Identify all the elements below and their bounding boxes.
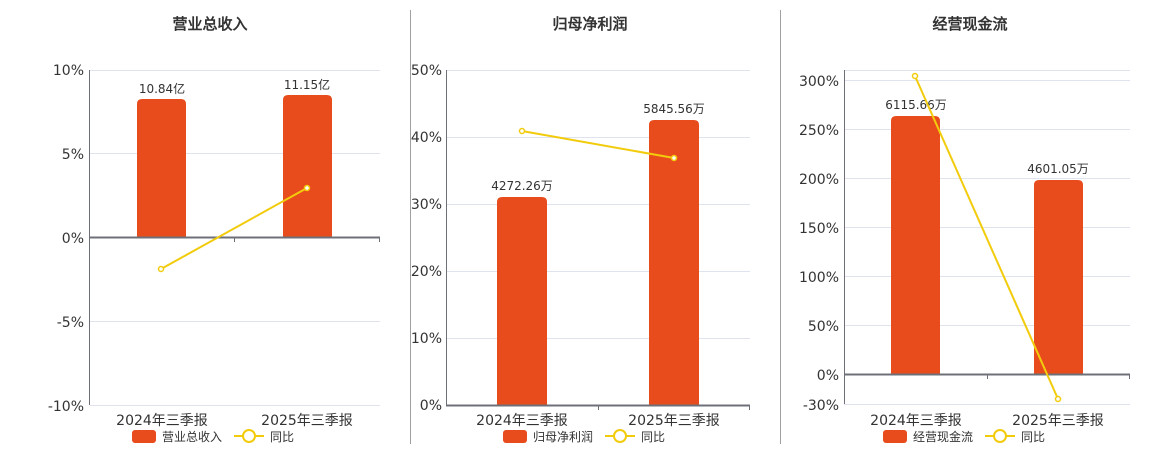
legend-label[interactable]: 同比: [641, 429, 666, 444]
bar-2024[interactable]: [891, 116, 940, 374]
legend-label[interactable]: 同比: [270, 429, 295, 444]
x-tick-label: 2024年三季报: [476, 413, 568, 429]
y-tick-label: 200%: [799, 172, 839, 188]
y-tick-label: 50%: [808, 319, 839, 335]
legend-line-swatch[interactable]: [605, 429, 636, 443]
yoy-line: [521, 130, 675, 159]
yoy-point[interactable]: [1054, 395, 1062, 403]
y-tick-label: 300%: [799, 74, 839, 90]
bar-value-label: 4601.05万: [1027, 162, 1089, 176]
chart-plot: 300% 250% 200% 150% 100% 50% 0% -30% 611…: [799, 70, 1130, 429]
y-tick-label: 100%: [799, 270, 839, 286]
legend: 经营现金流 同比: [883, 427, 1045, 445]
y-tick-label: 50%: [411, 63, 442, 79]
x-tick-label: 2024年三季报: [870, 413, 962, 429]
yoy-point[interactable]: [518, 127, 526, 135]
y-tick-label: 10%: [53, 63, 84, 79]
x-tick-label: 2025年三季报: [628, 413, 720, 429]
bar-2025[interactable]: [283, 95, 332, 237]
panel-divider-1: [410, 10, 411, 444]
bar-value-label: 11.15亿: [284, 77, 330, 92]
yoy-line: [914, 75, 1059, 400]
y-tick-label: 40%: [411, 130, 442, 146]
y-tick-label: -30%: [803, 398, 839, 414]
bar-2025[interactable]: [1034, 180, 1083, 374]
y-tick-label: 5%: [62, 147, 84, 163]
yoy-point[interactable]: [303, 184, 311, 192]
chart-title: 营业总收入: [172, 15, 248, 33]
legend-label[interactable]: 同比: [1021, 429, 1046, 444]
chart-plot: 50% 40% 30% 20% 10% 0% 4272.26万 5845.56万…: [411, 63, 750, 429]
y-tick-label: -5%: [57, 315, 84, 331]
yoy-point[interactable]: [911, 72, 919, 80]
chart-operating-cashflow: 经营现金流 300% 250% 200% 150% 100% 50% 0% -3…: [780, 0, 1160, 450]
yoy-point[interactable]: [157, 265, 165, 273]
x-tick-label: 2025年三季报: [1012, 413, 1104, 429]
y-tick-label: 150%: [799, 221, 839, 237]
y-tick-label: -10%: [48, 399, 84, 415]
legend: 归母净利润 同比: [503, 427, 665, 445]
x-tick-label: 2024年三季报: [116, 413, 208, 429]
y-tick-label: 0%: [817, 368, 839, 384]
chart-title: 归母净利润: [552, 15, 628, 33]
x-tick-label: 2025年三季报: [261, 413, 353, 429]
chart-plot: 10% 5% 0% -5% -10% 10.84亿 11.15亿 2024年三季…: [48, 63, 380, 429]
yoy-point[interactable]: [670, 154, 678, 162]
legend-bar-swatch[interactable]: [503, 429, 527, 443]
bar-2025[interactable]: [649, 120, 699, 405]
legend-label[interactable]: 经营现金流: [913, 429, 974, 444]
bar-value-label: 4272.26万: [491, 179, 553, 193]
chart-net-profit: 归母净利润 50% 40% 30% 20% 10% 0% 4272.26万 58…: [400, 0, 780, 450]
bar-2024[interactable]: [497, 197, 547, 405]
legend-bar-swatch[interactable]: [132, 429, 156, 443]
bar-2024[interactable]: [137, 99, 186, 237]
y-tick-label: 20%: [411, 264, 442, 280]
legend-line-swatch[interactable]: [234, 429, 265, 443]
y-tick-label: 250%: [799, 123, 839, 139]
chart-title: 经营现金流: [932, 15, 1008, 33]
y-tick-label: 10%: [411, 331, 442, 347]
y-tick-label: 0%: [62, 231, 84, 247]
legend-bar-swatch[interactable]: [883, 429, 907, 443]
legend-line-swatch[interactable]: [985, 429, 1016, 443]
panel-divider-2: [780, 10, 781, 444]
y-tick-label: 30%: [411, 197, 442, 213]
y-tick-label: 0%: [420, 398, 442, 414]
chart-revenue: 营业总收入 10% 5% 0% -5% -10% 10.84亿 11.15亿: [0, 0, 400, 450]
legend-label[interactable]: 营业总收入: [162, 429, 223, 444]
bar-value-label: 5845.56万: [643, 102, 705, 116]
legend: 营业总收入 同比: [132, 427, 294, 445]
bar-value-label: 10.84亿: [139, 81, 185, 96]
bar-value-label: 6115.66万: [885, 98, 947, 112]
legend-label[interactable]: 归母净利润: [533, 429, 594, 444]
yoy-line: [160, 187, 308, 270]
